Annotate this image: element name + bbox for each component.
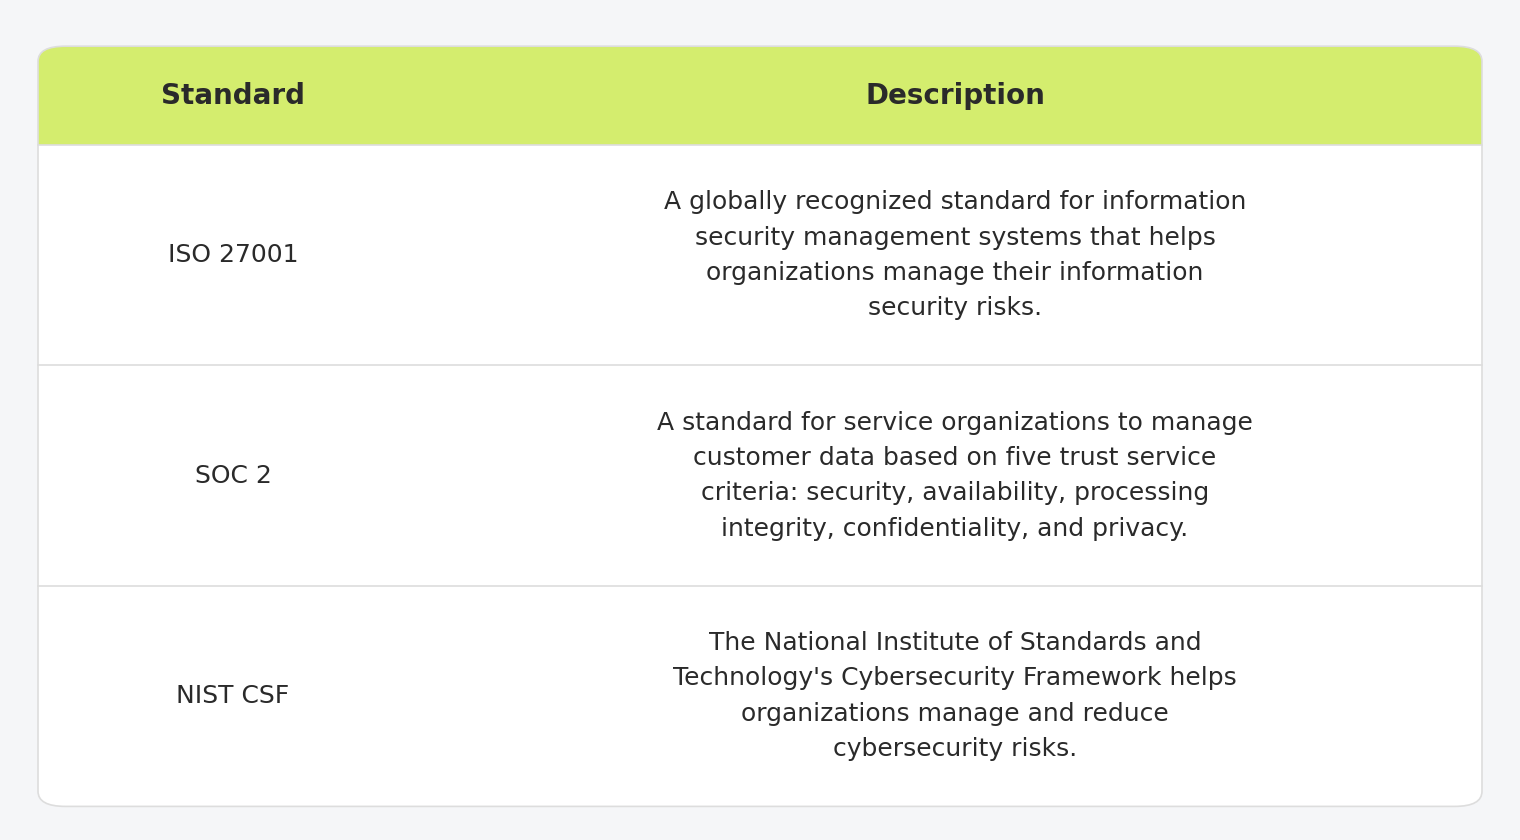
Text: Standard: Standard [161,81,306,109]
Text: ISO 27001: ISO 27001 [167,244,298,267]
Text: A standard for service organizations to manage
customer data based on five trust: A standard for service organizations to … [657,411,1252,541]
Text: The National Institute of Standards and
Technology's Cybersecurity Framework hel: The National Institute of Standards and … [673,631,1237,761]
Text: NIST CSF: NIST CSF [176,684,290,708]
FancyBboxPatch shape [38,46,1482,145]
Text: SOC 2: SOC 2 [195,464,272,488]
Text: Description: Description [865,81,1044,109]
Text: A globally recognized standard for information
security management systems that : A globally recognized standard for infor… [664,190,1246,320]
FancyBboxPatch shape [38,46,1482,806]
Bar [38,101,1482,145]
